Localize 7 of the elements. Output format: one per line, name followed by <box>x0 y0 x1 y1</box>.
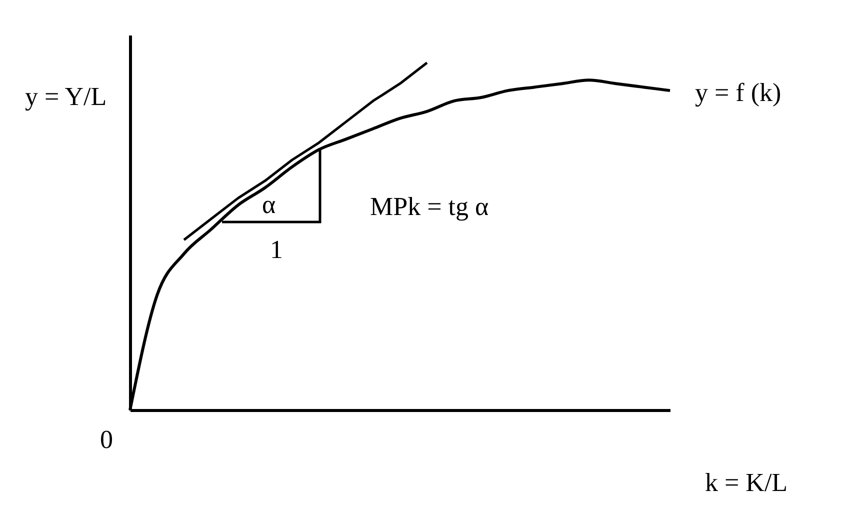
y-axis-title: y = Y/L <box>25 82 107 111</box>
annotation: α <box>262 190 276 219</box>
annotation: 1 <box>270 235 283 264</box>
series-label: y = f (k) <box>695 78 782 107</box>
x-axis-title: k = K/L <box>705 468 788 497</box>
annotation: MPk = tg α <box>370 192 489 221</box>
text: 0 <box>100 425 113 454</box>
